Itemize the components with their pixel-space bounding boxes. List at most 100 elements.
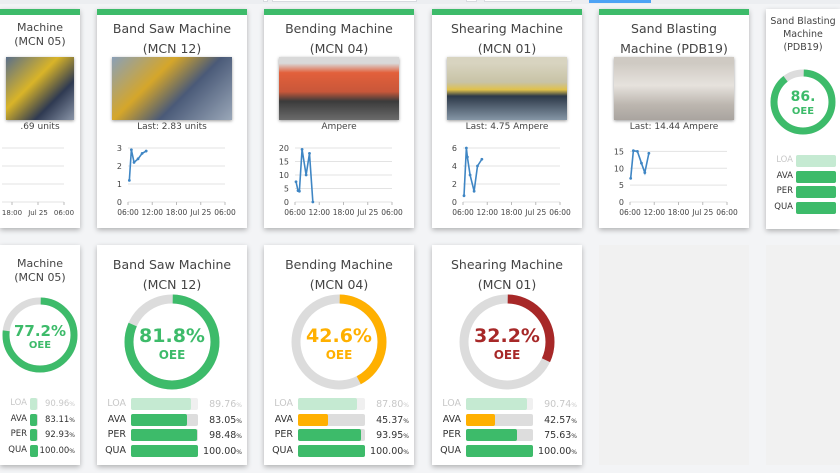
x-tick-label: 12:00 — [308, 208, 330, 217]
last-value: Last: 2.83 units — [137, 122, 207, 132]
x-tick-label: 18:00 — [333, 208, 355, 217]
toolbar-input[interactable] — [484, 0, 572, 2]
x-tick-label: 18:00 — [501, 208, 523, 217]
oee-ring — [291, 294, 387, 390]
oee-card[interactable]: Band Saw Machine (MCN 12) 81.8% OEE LOA 89.7… — [97, 245, 247, 465]
metric-value: 93.95% — [376, 430, 409, 441]
metric-bar-fill — [796, 201, 836, 214]
last-value: Last: 14.44 Ampere — [629, 122, 719, 132]
data-point — [631, 149, 635, 153]
metric-bar — [298, 413, 365, 426]
data-point — [132, 161, 136, 164]
metric-bar-fill — [466, 413, 495, 426]
data-point — [472, 189, 476, 193]
metric-bar — [30, 444, 38, 457]
toolbar-field[interactable] — [466, 0, 477, 2]
toolbar — [0, 0, 840, 4]
percent-unit: % — [403, 417, 409, 425]
empty-card-placeholder — [766, 245, 840, 465]
metric-number: 75.63 — [544, 430, 572, 441]
data-point — [643, 171, 647, 175]
metric-bar — [30, 429, 38, 441]
metric-bar-fill — [466, 398, 527, 410]
oee-ring — [770, 69, 836, 135]
metric-bar — [298, 398, 365, 410]
metric-number: 83.11 — [44, 414, 70, 425]
y-tick-label: 2 — [452, 180, 457, 189]
percent-unit: % — [403, 448, 409, 456]
y-tick-label: 3 — [117, 144, 122, 153]
metric-number: 100.00 — [39, 445, 70, 456]
metric-row-ava: AVA 45.37% — [264, 413, 414, 427]
percent-unit: % — [571, 448, 577, 456]
percent-unit: % — [236, 448, 242, 456]
metric-bar-fill — [30, 444, 38, 457]
oee-card[interactable]: Shearing Machine (MCN 01) 32.2% OEE LOA 90.7… — [432, 245, 582, 465]
oee-label: OEE — [28, 339, 52, 351]
metric-row-per: PER — [766, 186, 840, 199]
x-tick-label: 06:00 — [452, 208, 474, 217]
oee-label: OEE — [158, 347, 186, 362]
metric-label: LOA — [10, 398, 27, 408]
ring-fill — [124, 294, 220, 390]
oee-card[interactable]: Sand Blasting Machine (PDB19) 86. OEE LOA AV… — [766, 9, 840, 229]
metric-bar-fill — [298, 413, 329, 426]
metric-bar-fill — [796, 170, 836, 183]
percent-unit: % — [69, 401, 75, 408]
metric-bar-fill — [131, 413, 187, 426]
metric-value: 100.00% — [40, 446, 75, 456]
trend-card[interactable]: Band Saw Machine (MCN 12) Last: 2.83 unit… — [97, 9, 247, 228]
metric-row-ava: AVA 83.05% — [97, 413, 247, 427]
trend-card[interactable]: Machine (MCN 05) .69 units 18:00 Jul 25 06:0… — [0, 9, 80, 228]
data-point — [127, 179, 131, 182]
metric-value: 45.37% — [376, 415, 409, 426]
toolbar-field[interactable] — [263, 0, 268, 2]
trend-card[interactable]: Sand Blasting Machine (PDB19) Last: 14.44… — [599, 9, 749, 228]
data-point — [300, 147, 304, 151]
y-tick-label: 0 — [452, 198, 457, 207]
machine-title: Band Saw Machine (MCN 12) — [112, 21, 232, 56]
ring-fill — [2, 297, 78, 373]
metric-bar-fill — [131, 398, 192, 410]
metric-bar-fill — [466, 429, 517, 441]
y-tick-label: 10 — [279, 171, 289, 180]
machine-title: Bending Machine (MCN 04) — [285, 257, 393, 292]
percent-unit: % — [236, 433, 242, 440]
percent-unit: % — [236, 417, 242, 425]
data-point — [308, 152, 311, 155]
y-tick-label: 6 — [452, 144, 457, 153]
metric-bar-fill — [131, 429, 197, 441]
metric-value: 83.11% — [45, 415, 75, 425]
metric-bar-fill — [30, 429, 38, 441]
toolbar-button[interactable] — [589, 0, 651, 3]
percent-unit: % — [69, 432, 75, 439]
trend-card[interactable]: Shearing Machine (MCN 01) Last: 4.75 Ampe… — [432, 9, 582, 228]
metric-label: AVA — [442, 413, 461, 425]
trend-card[interactable]: Bending Machine (MCN 04) Ampere 0 5 10 15 20 06… — [264, 9, 414, 228]
x-tick-label: 06:00 — [284, 208, 306, 217]
metric-label: AVA — [776, 170, 793, 181]
oee-card[interactable]: Bending Machine (MCN 04) 42.6% OEE LOA 87.80… — [264, 245, 414, 465]
data-point — [140, 152, 144, 155]
metric-bar — [30, 398, 38, 410]
x-tick-label: Jul 25 — [189, 208, 211, 217]
x-tick-label: 06:00 — [117, 208, 139, 217]
oee-card[interactable]: Machine (MCN 05) 77.2% OEE LOA 90.96% AVA 83.1… — [0, 245, 80, 465]
metric-row-qua: QUA — [766, 201, 840, 215]
empty-card-placeholder — [599, 245, 749, 465]
machine-title: Shearing Machine (MCN 01) — [451, 257, 563, 292]
percent-unit: % — [69, 447, 75, 455]
y-tick-label: 5 — [619, 181, 624, 190]
toolbar-input[interactable] — [272, 0, 417, 2]
x-tick-label: Jul 25 — [356, 208, 378, 217]
metric-bar — [131, 398, 198, 410]
metric-bar — [131, 444, 198, 457]
oee-ring — [459, 294, 555, 390]
metric-row-loa: LOA 90.74% — [432, 398, 582, 411]
x-tick-label: 12:00 — [141, 208, 163, 217]
x-tick-label: 18:00 — [668, 208, 690, 217]
data-point — [304, 173, 308, 177]
metric-bar-fill — [466, 444, 533, 457]
metric-value: 100.00% — [538, 446, 577, 457]
y-tick-label: 20 — [279, 144, 289, 153]
